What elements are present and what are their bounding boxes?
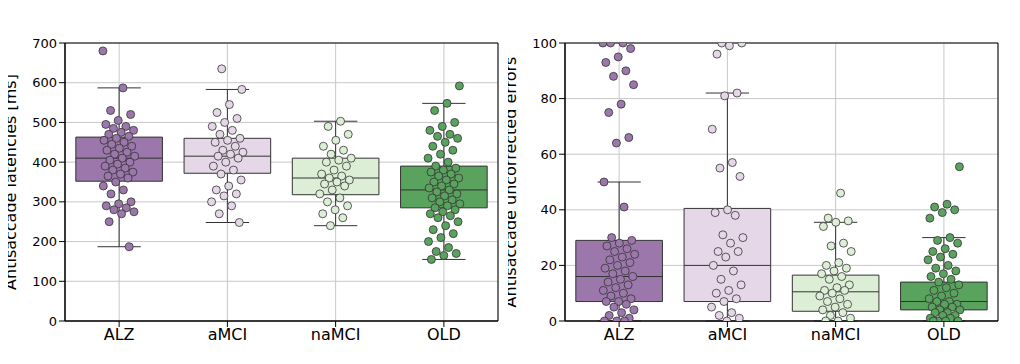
svg-text:aMCI: aMCI [208, 325, 248, 344]
svg-text:500: 500 [32, 115, 57, 130]
svg-text:Antisaccade uncorrected errors: Antisaccade uncorrected errors [508, 57, 520, 308]
svg-text:40: 40 [540, 202, 557, 217]
svg-text:naMCI: naMCI [311, 325, 361, 344]
svg-text:ALZ: ALZ [604, 325, 635, 344]
svg-text:OLD: OLD [427, 325, 461, 344]
svg-text:700: 700 [32, 36, 57, 51]
svg-text:100: 100 [532, 36, 557, 51]
svg-text:100: 100 [32, 274, 57, 289]
svg-text:60: 60 [540, 147, 557, 162]
svg-text:0: 0 [49, 314, 57, 329]
svg-text:ALZ: ALZ [104, 325, 135, 344]
svg-text:600: 600 [32, 75, 57, 90]
svg-text:300: 300 [32, 194, 57, 209]
svg-text:20: 20 [540, 258, 557, 273]
svg-text:Antisaccade latencies [ms]: Antisaccade latencies [ms] [8, 74, 20, 290]
svg-text:80: 80 [540, 91, 557, 106]
svg-text:0: 0 [549, 314, 557, 329]
svg-text:400: 400 [32, 155, 57, 170]
svg-text:OLD: OLD [927, 325, 961, 344]
svg-text:aMCI: aMCI [708, 325, 748, 344]
svg-text:200: 200 [32, 234, 57, 249]
svg-text:naMCI: naMCI [811, 325, 861, 344]
